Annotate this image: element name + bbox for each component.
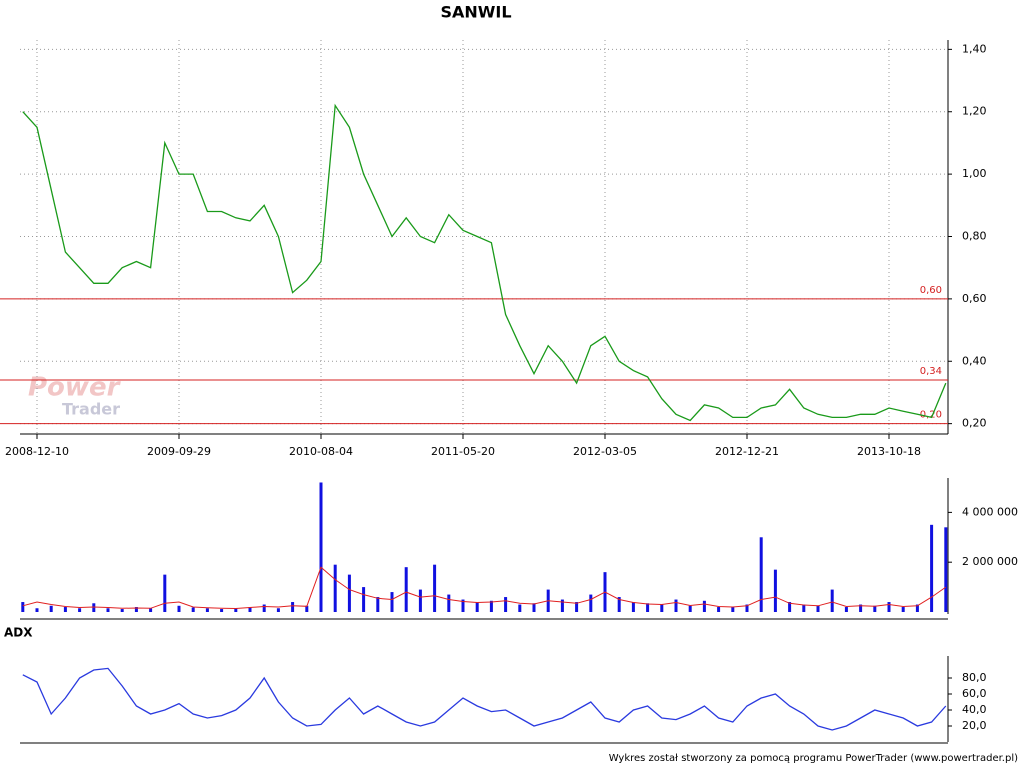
footer: Wykres został stworzony za pomocą progra… (609, 753, 1018, 764)
volume-bar (205, 608, 209, 612)
volume-bar (717, 607, 721, 612)
x-tick-label: 2010-08-04 (289, 445, 353, 458)
y-tick-label: 4 000 000 (962, 505, 1018, 518)
volume-bar (49, 605, 53, 612)
x-tick-label: 2011-05-20 (431, 445, 495, 458)
volume-bar (191, 607, 195, 612)
volume-bar (532, 603, 536, 612)
volume-bar (319, 482, 323, 612)
volume-bar (333, 564, 337, 612)
y-tick-label: 2 000 000 (962, 555, 1018, 568)
y-tick-label: 0,40 (962, 354, 987, 367)
y-tick-label: 1,40 (962, 42, 987, 55)
volume-bar (788, 602, 792, 612)
x-tick-label: 2009-09-29 (147, 445, 211, 458)
volume-bar (617, 597, 621, 612)
volume-bar (149, 608, 153, 612)
volume-bar (489, 600, 493, 612)
volume-bar (631, 602, 635, 612)
volume-bar (35, 608, 39, 612)
volume-bar (944, 527, 948, 612)
level-label: 0,20 (920, 410, 942, 421)
volume-bar (305, 605, 309, 612)
level-label: 0,34 (920, 366, 942, 377)
volume-bar (731, 607, 735, 612)
y-tick-label: 20,0 (962, 719, 987, 732)
volume-bar (376, 597, 380, 612)
volume-bar (873, 605, 877, 612)
x-tick-label: 2013-10-18 (857, 445, 921, 458)
x-tick-label: 2012-03-05 (573, 445, 637, 458)
moving-average (22, 566, 947, 610)
volume-bar (163, 574, 167, 612)
volume-bar (859, 604, 863, 612)
y-tick-label: 1,20 (962, 105, 987, 118)
volume-bar (475, 602, 479, 612)
volume-bar (21, 602, 25, 612)
chart-title: SANWIL (440, 3, 511, 22)
volume-bar (674, 599, 678, 612)
volume-bar (575, 602, 579, 612)
volume-bar (915, 604, 919, 612)
volume-bar (120, 609, 124, 612)
volume-bar (901, 607, 905, 612)
volume-bar (447, 594, 451, 612)
price-line (22, 667, 947, 731)
volume-bar (262, 604, 266, 612)
volume-bar (177, 605, 181, 612)
y-tick-label: 80,0 (962, 671, 987, 684)
y-tick-label: 0,20 (962, 417, 987, 430)
volume-bar (234, 608, 238, 612)
volume-bar (63, 607, 67, 612)
volume-bar (802, 604, 806, 612)
volume-bar (887, 602, 891, 612)
volume-bar (646, 603, 650, 612)
volume-bar (504, 597, 508, 612)
y-tick-label: 1,00 (962, 167, 987, 180)
y-tick-label: 0,80 (962, 230, 987, 243)
volume-bar (773, 569, 777, 612)
y-tick-label: 40,0 (962, 703, 987, 716)
price-line (22, 103, 947, 422)
volume-bar (830, 589, 834, 612)
volume-bar (276, 608, 280, 612)
volume-bar (518, 604, 522, 612)
volume-bar (248, 607, 252, 612)
watermark: Power (28, 373, 122, 403)
volume-bar (844, 607, 848, 612)
volume-bar (433, 564, 437, 612)
level-label: 0,60 (920, 285, 942, 296)
volume-bar (404, 567, 408, 612)
watermark: Trader (62, 400, 120, 419)
volume-bar (390, 592, 394, 612)
volume-bar (78, 608, 82, 612)
volume-bar (291, 602, 295, 612)
volume-bar (660, 604, 664, 612)
volume-bar (745, 604, 749, 612)
volume-bar (560, 599, 564, 612)
volume-bar (362, 587, 366, 612)
volume-bar (461, 599, 465, 612)
volume-bar (930, 524, 934, 612)
panel-title: ADX (4, 626, 33, 640)
volume-bar (134, 607, 138, 612)
volume-bar (92, 603, 96, 612)
volume-bar (702, 600, 706, 612)
volume-bar (759, 537, 763, 612)
y-tick-label: 0,60 (962, 292, 987, 305)
y-tick-label: 60,0 (962, 687, 987, 700)
volume-bar (106, 608, 110, 612)
x-tick-label: 2012-12-21 (715, 445, 779, 458)
volume-bar (418, 589, 422, 612)
volume-bar (589, 594, 593, 612)
x-tick-label: 2008-12-10 (5, 445, 69, 458)
volume-bar (347, 574, 351, 612)
volume-bar (688, 605, 692, 612)
volume-bar (220, 609, 224, 612)
volume-bar (816, 605, 820, 612)
